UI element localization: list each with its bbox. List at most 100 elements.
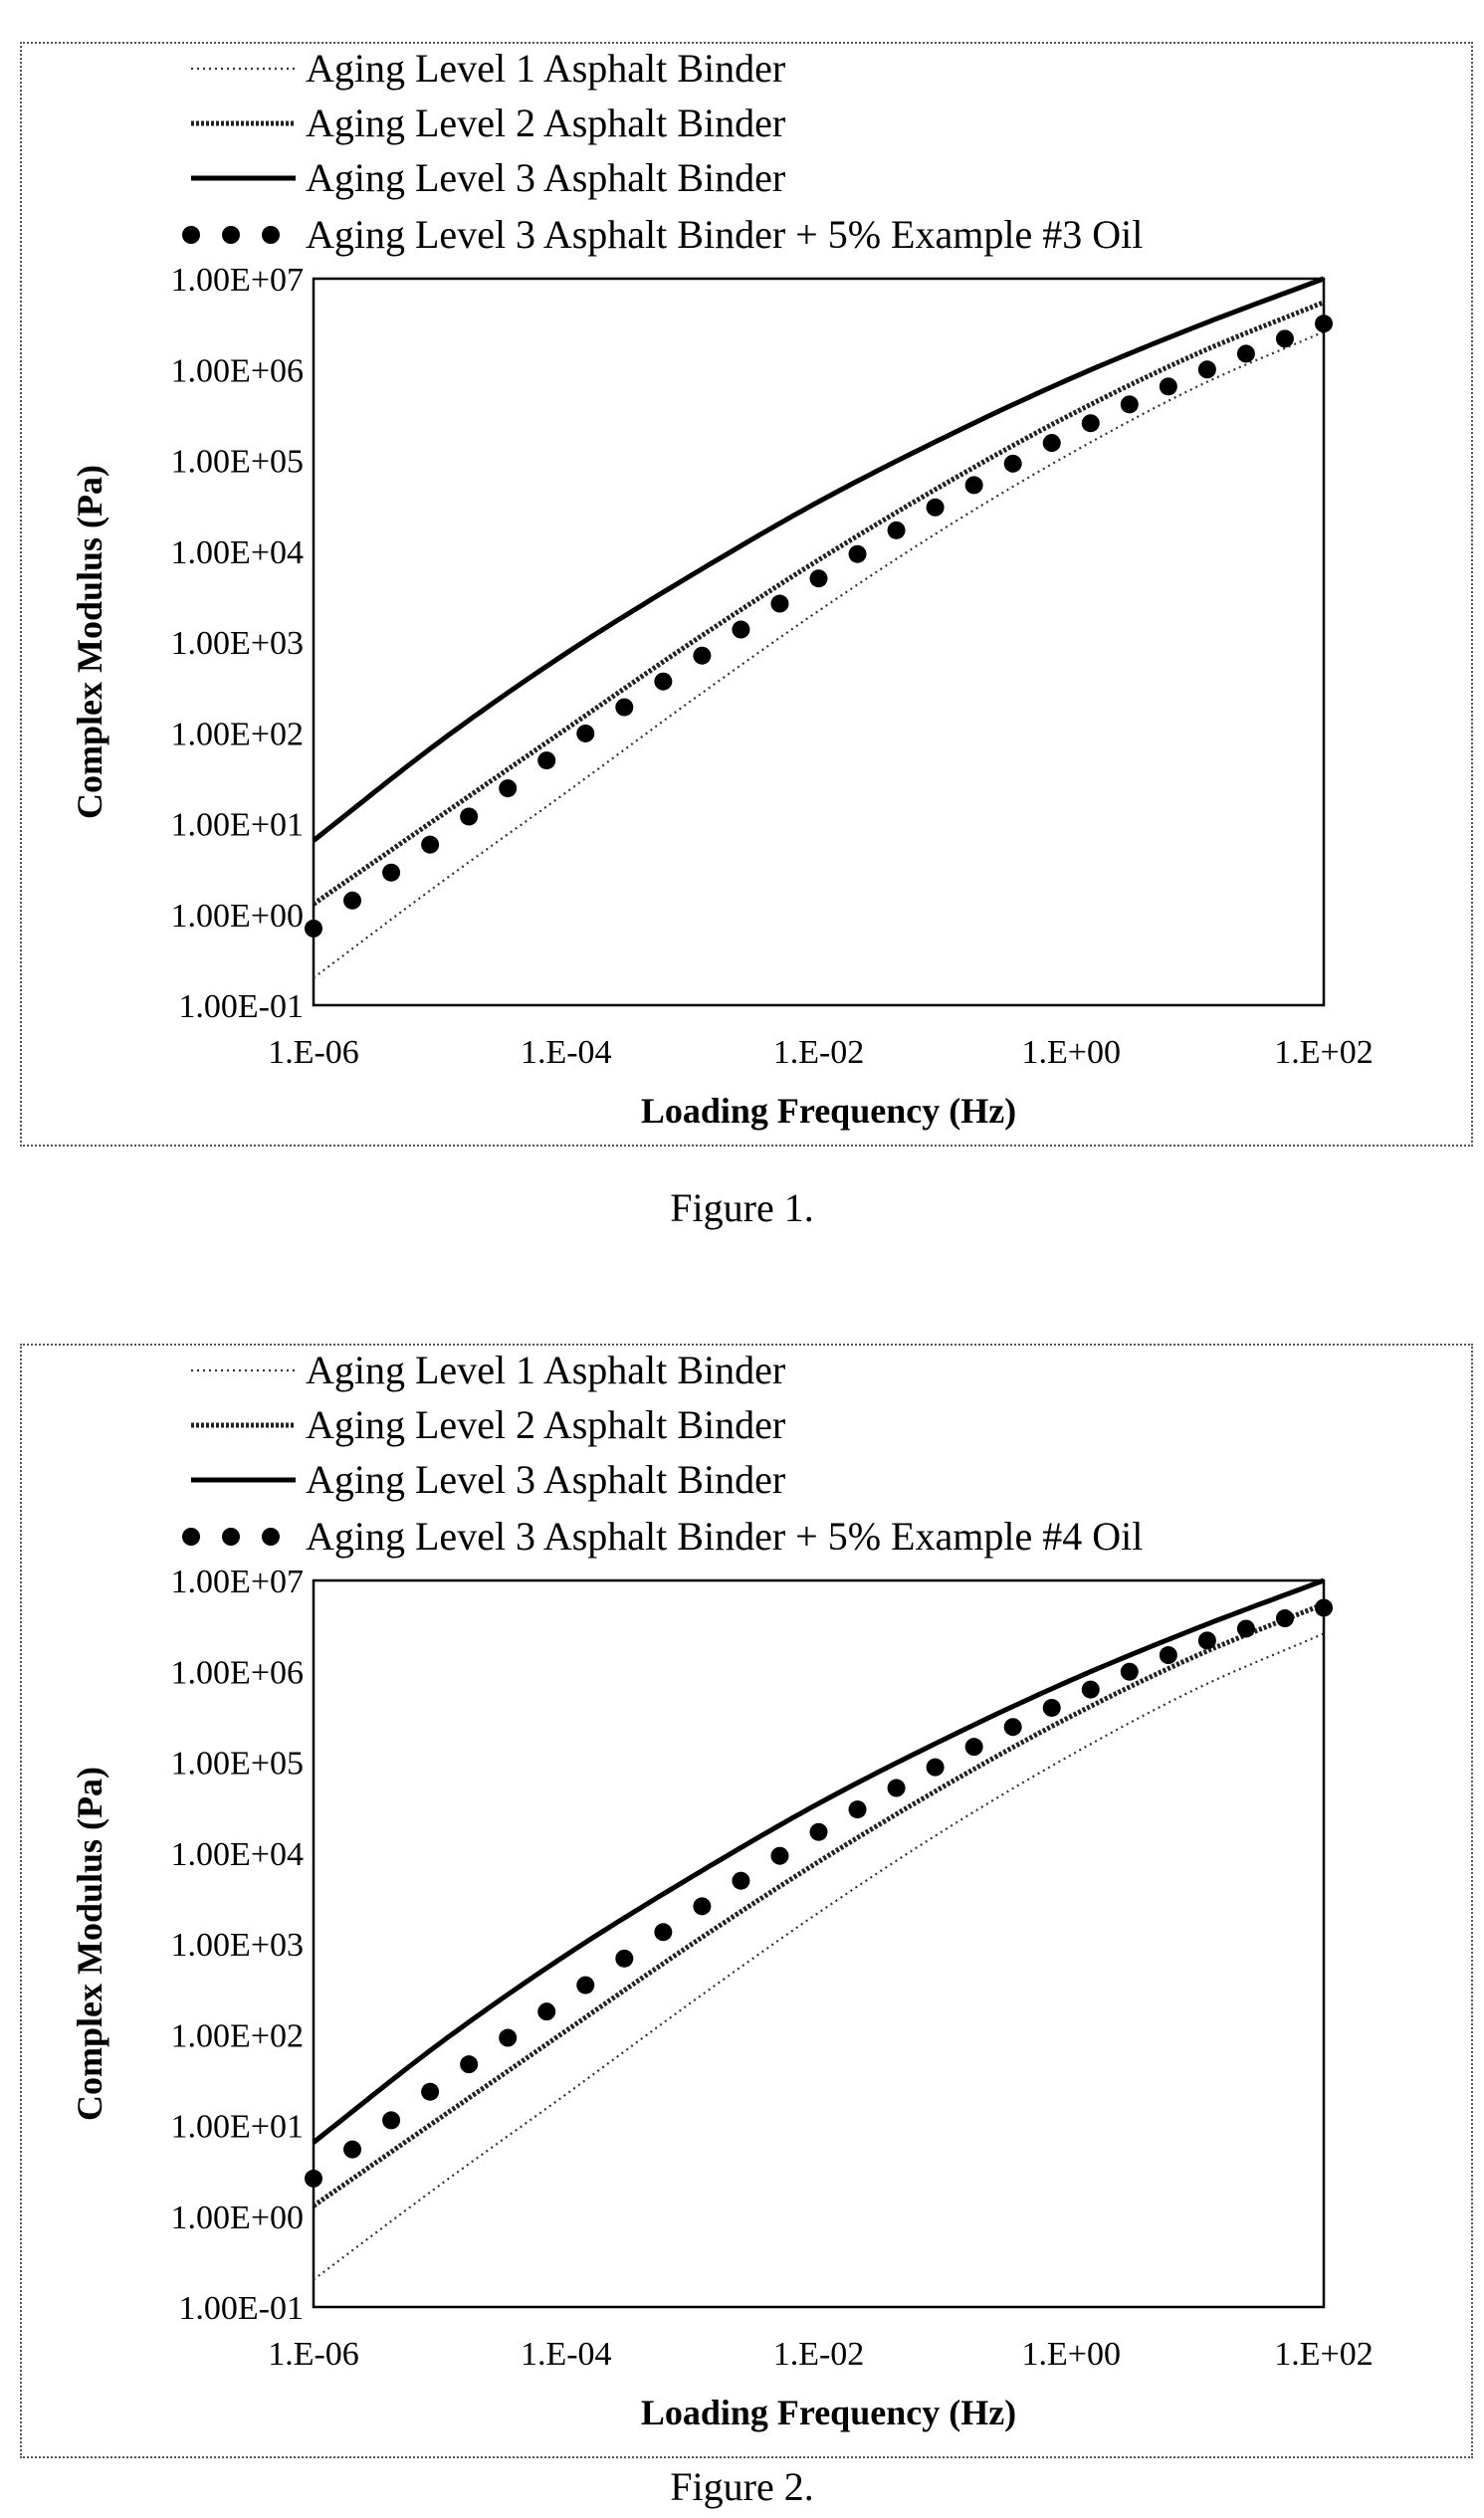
data-point xyxy=(1120,1662,1139,1681)
data-point xyxy=(809,569,828,588)
data-point xyxy=(1003,454,1022,473)
data-point xyxy=(1197,1631,1216,1650)
data-point xyxy=(305,2169,322,2188)
y-tick-label: 1.00E+00 xyxy=(171,898,304,935)
data-point xyxy=(1275,329,1294,348)
data-point xyxy=(1081,414,1100,433)
data-point xyxy=(926,1758,945,1777)
y-tick-label: 1.00E+07 xyxy=(171,1564,304,1600)
legend-dot-marker xyxy=(262,226,280,244)
data-point xyxy=(732,620,750,639)
y-tick-label: 1.00E+05 xyxy=(171,444,304,481)
series-dots xyxy=(305,1598,1333,2188)
legend-item: Aging Level 3 Asphalt Binder xyxy=(191,1457,785,1502)
y-tick-label: 1.00E+01 xyxy=(171,807,304,844)
x-tick-label: 1.E+00 xyxy=(1022,2336,1121,2373)
y-tick-label: 1.00E+03 xyxy=(171,625,304,662)
figure-2-caption: Figure 2. xyxy=(670,2464,814,2509)
legend-item: Aging Level 1 Asphalt Binder xyxy=(191,46,785,91)
data-point xyxy=(1236,344,1255,363)
legend-dot-marker xyxy=(182,226,200,244)
data-point xyxy=(770,1846,789,1865)
data-point xyxy=(537,2002,556,2021)
y-tick-label: 1.00E+01 xyxy=(171,2109,304,2146)
data-point xyxy=(343,2140,362,2159)
data-point xyxy=(1081,1680,1100,1699)
data-point xyxy=(1003,1718,1022,1737)
x-tick-label: 1.E-06 xyxy=(268,1034,359,1071)
legend-label: Aging Level 3 Asphalt Binder + 5% Exampl… xyxy=(306,1514,1143,1559)
series-line-dotted xyxy=(313,330,1325,979)
y-tick-label: 1.00E+06 xyxy=(171,1654,304,1691)
legend-dot-marker xyxy=(222,1528,240,1546)
legend-label: Aging Level 2 Asphalt Binder xyxy=(306,1402,785,1447)
data-point xyxy=(848,1800,867,1819)
data-point xyxy=(693,1897,712,1916)
data-point xyxy=(654,1923,673,1942)
legend-dot-marker xyxy=(262,1528,280,1546)
data-point xyxy=(693,646,712,665)
y-tick-label: 1.00E-01 xyxy=(178,988,304,1025)
series-line-dashed xyxy=(312,1601,1325,2208)
x-axis-title: Loading Frequency (Hz) xyxy=(641,2393,1016,2432)
legend-label: Aging Level 3 Asphalt Binder xyxy=(306,1457,785,1502)
y-tick-label: 1.00E+04 xyxy=(171,1836,304,1873)
data-point xyxy=(964,1738,983,1757)
legend-item: Aging Level 3 Asphalt Binder + 5% Exampl… xyxy=(182,1514,1143,1559)
data-point xyxy=(1042,434,1061,453)
data-point xyxy=(576,1976,595,1994)
x-tick-label: 1.E-06 xyxy=(268,2336,359,2373)
data-point xyxy=(887,521,906,539)
y-tick-label: 1.00E+02 xyxy=(171,716,304,752)
data-point xyxy=(654,672,673,691)
y-axis-title: Complex Modulus (Pa) xyxy=(70,465,109,819)
x-tick-label: 1.E+02 xyxy=(1274,2336,1373,2373)
x-tick-label: 1.E-02 xyxy=(773,2336,865,2373)
data-point xyxy=(1315,315,1333,333)
data-point xyxy=(926,498,945,517)
legend-item: Aging Level 2 Asphalt Binder xyxy=(191,101,785,145)
data-point xyxy=(1315,1598,1333,1617)
series-line-solid xyxy=(312,1577,1325,2145)
data-point xyxy=(770,594,789,613)
data-point xyxy=(305,919,322,938)
data-point xyxy=(887,1779,906,1797)
data-point xyxy=(421,835,440,854)
series-line-dotted xyxy=(313,1632,1325,2281)
data-point xyxy=(499,2028,518,2047)
data-point xyxy=(499,779,518,798)
series-line-solid xyxy=(312,276,1325,843)
data-point xyxy=(1236,1619,1255,1638)
figure-1-caption: Figure 1. xyxy=(670,1185,814,1230)
legend-label: Aging Level 3 Asphalt Binder xyxy=(306,155,785,200)
series-line-dashed xyxy=(312,300,1325,907)
data-point xyxy=(460,2055,479,2074)
x-tick-label: 1.E+00 xyxy=(1022,1034,1121,1071)
legend-item: Aging Level 1 Asphalt Binder xyxy=(191,1348,785,1392)
data-point xyxy=(615,1949,634,1968)
data-point xyxy=(1120,395,1139,414)
x-tick-label: 1.E-04 xyxy=(521,1034,612,1071)
y-tick-label: 1.00E+02 xyxy=(171,2017,304,2054)
data-point xyxy=(382,2111,401,2130)
data-point xyxy=(848,544,867,563)
figure-2-chart: Aging Level 1 Asphalt Binder Aging Level … xyxy=(70,1348,1374,2432)
y-axis-title: Complex Modulus (Pa) xyxy=(70,1767,109,2121)
data-point xyxy=(1197,360,1216,379)
data-point xyxy=(382,863,401,882)
data-point xyxy=(460,807,479,826)
plot-area xyxy=(312,277,1326,1007)
y-tick-label: 1.00E+00 xyxy=(171,2200,304,2236)
x-axis-title: Loading Frequency (Hz) xyxy=(641,1091,1016,1131)
data-point xyxy=(576,724,595,742)
figure-1-chart: Aging Level 1 Asphalt Binder Aging Level … xyxy=(70,46,1374,1131)
data-point xyxy=(1275,1609,1294,1628)
x-tick-label: 1.E+02 xyxy=(1274,1034,1373,1071)
y-tick-label: 1.00E+07 xyxy=(171,262,304,299)
legend-dot-marker xyxy=(222,226,240,244)
y-tick-label: 1.00E+06 xyxy=(171,352,304,389)
legend-item: Aging Level 2 Asphalt Binder xyxy=(191,1402,785,1447)
legend-item: Aging Level 3 Asphalt Binder + 5% Exampl… xyxy=(182,212,1143,257)
y-tick-label: 1.00E-01 xyxy=(178,2290,304,2327)
series-dots xyxy=(305,315,1333,938)
